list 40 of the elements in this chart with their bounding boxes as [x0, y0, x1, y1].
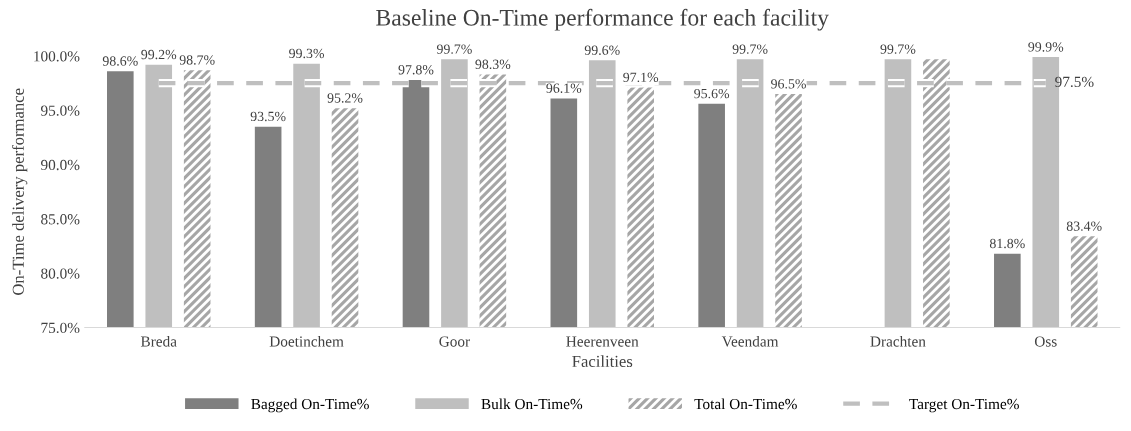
data-label: 99.7% [880, 44, 916, 54]
data-label: 99.7% [732, 44, 768, 54]
data-label: 95.6% [694, 88, 730, 99]
data-label: 97.8% [398, 65, 434, 75]
data-label: 99.9% [1028, 42, 1064, 52]
data-label: 99.6% [584, 45, 620, 55]
x-tick-label: Breda [140, 335, 177, 347]
data-label: 97.1% [623, 72, 659, 83]
data-label: 97.5% [1055, 76, 1094, 88]
data-label: 99.2% [141, 49, 177, 60]
x-tick-label: Heerenveen [566, 336, 639, 347]
data-label: 98.6% [102, 56, 138, 66]
legend-label: Target On-Time% [909, 398, 1019, 413]
data-label: 98.7% [179, 55, 215, 65]
data-label: 95.2% [327, 93, 363, 103]
y-tick-label: 85.0% [41, 214, 80, 225]
chart-title: Baseline On-Time performance for each facility [376, 8, 829, 31]
data-label: 96.1% [546, 83, 582, 93]
data-label: 83.4% [1066, 221, 1102, 231]
y-tick-label: 75.0% [41, 322, 80, 334]
data-label: 99.3% [289, 48, 325, 59]
legend-label: Total On-Time% [694, 398, 797, 410]
y-tick-label: 100.0% [34, 51, 80, 62]
x-tick-label: Veendam [721, 335, 779, 347]
y-tick-label: 95.0% [40, 105, 80, 116]
data-label: 93.5% [250, 111, 286, 122]
x-axis-title: Facilities [572, 355, 633, 368]
x-tick-label: Goor [439, 336, 470, 347]
data-label: 81.8% [989, 238, 1025, 249]
data-label: 99.7% [436, 44, 472, 54]
y-tick-label: 90.0% [40, 159, 80, 171]
x-tick-label: Doetinchem [269, 335, 344, 347]
data-label: 98.3% [475, 59, 511, 70]
x-tick-label: Oss [1034, 336, 1057, 347]
y-tick-label: 80.0% [41, 268, 80, 279]
y-axis-title: On-Time delivery performance [11, 88, 28, 295]
legend-label: Bulk On-Time% [481, 398, 583, 410]
x-tick-label: Drachten [870, 335, 926, 347]
legend-label: Bagged On-Time% [251, 398, 369, 413]
data-label: 96.5% [771, 79, 806, 89]
